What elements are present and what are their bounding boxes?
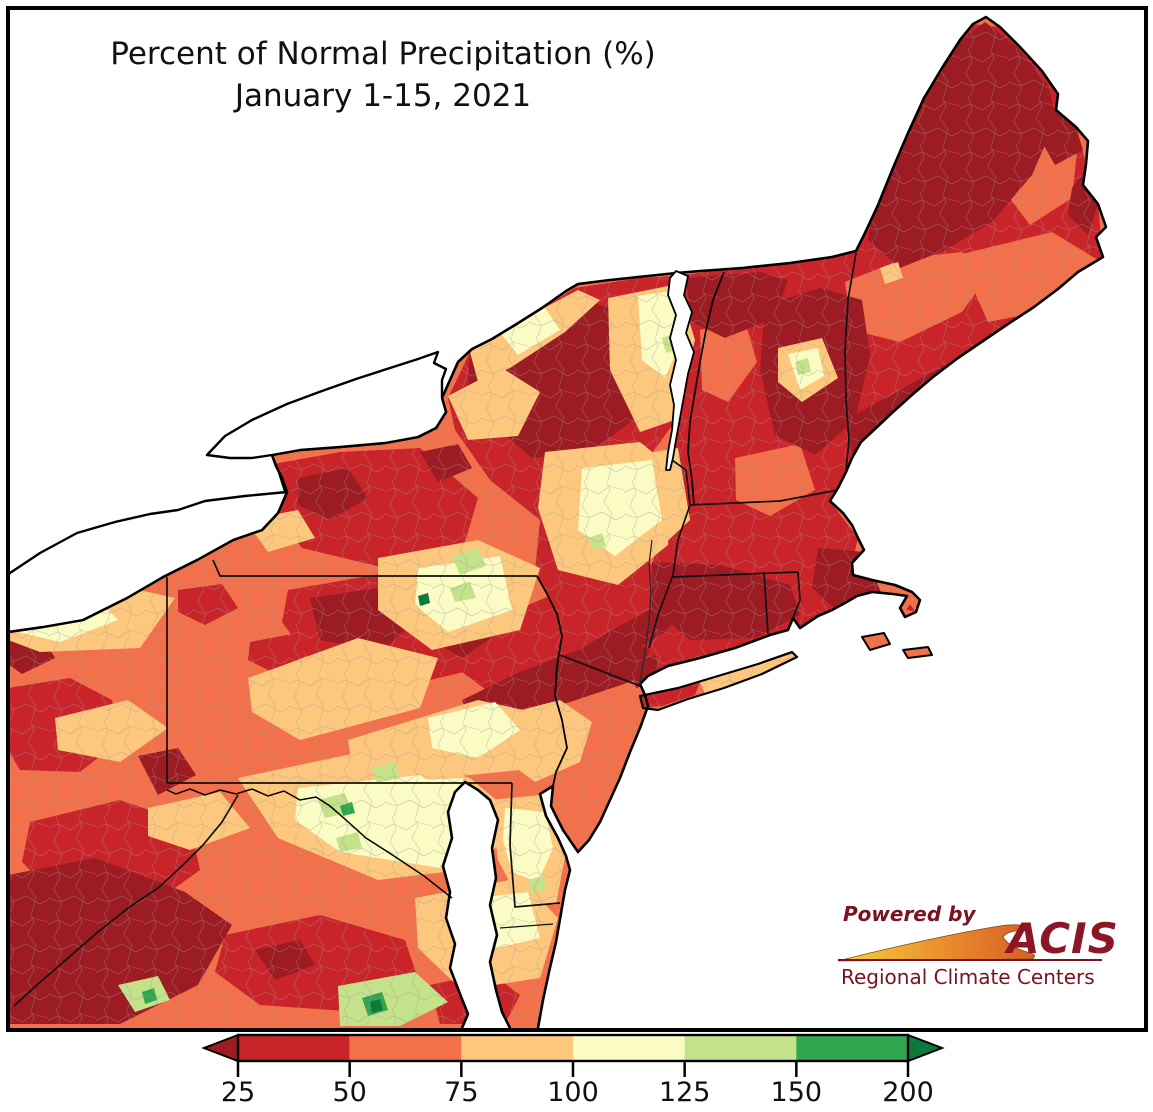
long-island-outline xyxy=(638,650,799,712)
delaware-river-border xyxy=(536,575,568,787)
border-ny-vt xyxy=(671,459,691,506)
potomac-river-border xyxy=(166,788,453,899)
mainland-coastline xyxy=(7,15,1108,1029)
colorbar-tick-label: 75 xyxy=(444,1077,478,1108)
map-title-line2: January 1-15, 2021 xyxy=(233,78,531,114)
colorbar-segment-50-75 xyxy=(349,1035,462,1061)
colorbar-tick-label: 50 xyxy=(332,1077,366,1108)
map-title-line1: Percent of Normal Precipitation (%) xyxy=(110,36,656,72)
border-delaware-west xyxy=(509,782,561,908)
border-wv-va xyxy=(13,794,239,1007)
border-ny-ma xyxy=(672,504,691,576)
border-ma-south xyxy=(672,571,799,578)
colorbar-tick-label: 150 xyxy=(771,1077,823,1108)
colorbar-segment-75-100 xyxy=(461,1035,573,1061)
state-borders xyxy=(13,252,857,1007)
border-ny-nj xyxy=(559,654,641,687)
border-ny-ct xyxy=(648,574,674,649)
coastline-outlines xyxy=(7,15,1108,1029)
logo-acis-text: ACIS xyxy=(1004,914,1119,963)
niagara-river xyxy=(277,469,286,493)
colorbar-segment-125-150 xyxy=(684,1035,797,1061)
logo-swoosh-icon xyxy=(837,924,1035,962)
marthas-vineyard-outline xyxy=(861,632,891,651)
logo-subtitle-text: Regional Climate Centers xyxy=(841,965,1095,989)
rivers-layer xyxy=(166,271,725,899)
connecticut-river-border xyxy=(687,271,725,506)
colorbar-tick-label: 25 xyxy=(221,1077,255,1108)
colorbar-legend: 25 50 75 100 125 150 200 xyxy=(201,1033,945,1108)
hudson-river xyxy=(639,539,653,685)
border-ma-north xyxy=(689,489,839,506)
border-ny-pa xyxy=(212,559,537,577)
lake-champlain xyxy=(665,270,695,471)
colorbar-tick-label: 200 xyxy=(882,1077,934,1108)
colorbar-tick-label: 125 xyxy=(659,1077,711,1108)
colorbar-tick-label: 100 xyxy=(547,1077,599,1108)
lakes-layer xyxy=(6,270,695,634)
title-block: Percent of Normal Precipitation (%) Janu… xyxy=(110,36,656,114)
colorbar-segment-150-200 xyxy=(796,1035,908,1061)
border-nh-me xyxy=(844,252,857,471)
logo-powered-by-text: Powered by xyxy=(843,902,976,926)
border-ri-ct xyxy=(763,571,769,635)
border-md-va-delmarva xyxy=(499,923,554,929)
border-ri-ma xyxy=(792,571,801,619)
colorbar-segment-25-50 xyxy=(238,1035,350,1061)
lake-ontario xyxy=(205,350,448,460)
acis-logo: Powered by ACIS Regional Climate Centers xyxy=(837,902,1119,989)
nantucket-outline xyxy=(902,646,933,659)
map-frame xyxy=(6,6,1148,1032)
colorbar-segment-100-125 xyxy=(573,1035,685,1061)
